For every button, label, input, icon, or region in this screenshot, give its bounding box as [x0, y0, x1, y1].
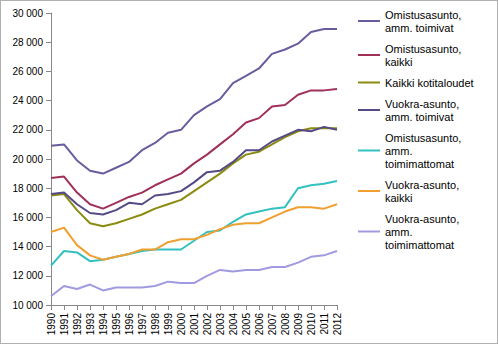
svg-text:2000: 2000 — [176, 313, 187, 336]
svg-text:2005: 2005 — [241, 313, 252, 336]
svg-text:20 000: 20 000 — [12, 154, 43, 165]
svg-text:amm. toimivat: amm. toimivat — [385, 111, 453, 123]
svg-text:1991: 1991 — [59, 313, 70, 336]
svg-text:Omistusasunto,: Omistusasunto, — [385, 132, 464, 144]
svg-text:Vuokra-asunto,: Vuokra-asunto, — [385, 179, 462, 191]
svg-text:amm. toimivat: amm. toimivat — [385, 22, 453, 34]
svg-text:Vuokra-asunto,: Vuokra-asunto, — [385, 213, 462, 225]
svg-text:2010: 2010 — [306, 313, 317, 336]
svg-text:22 000: 22 000 — [12, 124, 43, 135]
svg-text:2009: 2009 — [293, 313, 304, 336]
svg-text:amm.: amm. — [385, 145, 416, 157]
svg-text:16 000: 16 000 — [12, 212, 43, 223]
svg-text:toimimattomat: toimimattomat — [385, 239, 454, 251]
svg-text:1992: 1992 — [72, 313, 83, 336]
svg-text:28 000: 28 000 — [12, 37, 43, 48]
svg-text:2001: 2001 — [189, 313, 200, 336]
svg-text:2012: 2012 — [332, 313, 343, 336]
svg-text:24 000: 24 000 — [12, 95, 43, 106]
svg-text:18 000: 18 000 — [12, 183, 43, 194]
svg-text:12 000: 12 000 — [12, 270, 43, 281]
svg-text:2007: 2007 — [267, 313, 278, 336]
svg-text:kaikki: kaikki — [385, 192, 413, 204]
svg-text:1994: 1994 — [98, 313, 109, 336]
svg-text:1993: 1993 — [85, 313, 96, 336]
svg-text:1998: 1998 — [150, 313, 161, 336]
svg-text:kaikki: kaikki — [385, 56, 413, 68]
svg-text:2008: 2008 — [280, 313, 291, 336]
svg-text:10 000: 10 000 — [12, 300, 43, 311]
svg-text:Kaikki kotitaloudet: Kaikki kotitaloudet — [385, 77, 474, 89]
svg-text:toimimattomat: toimimattomat — [385, 158, 454, 170]
svg-text:Vuokra-asunto,: Vuokra-asunto, — [385, 98, 462, 110]
svg-text:2004: 2004 — [228, 313, 239, 336]
svg-text:30 000: 30 000 — [12, 8, 43, 19]
svg-text:Omistusasunto,: Omistusasunto, — [385, 9, 464, 21]
svg-text:1995: 1995 — [111, 313, 122, 336]
svg-text:1997: 1997 — [137, 313, 148, 336]
svg-text:Omistusasunto,: Omistusasunto, — [385, 43, 464, 55]
svg-text:1990: 1990 — [46, 313, 57, 336]
svg-text:26 000: 26 000 — [12, 66, 43, 77]
svg-text:2006: 2006 — [254, 313, 265, 336]
svg-text:1996: 1996 — [124, 313, 135, 336]
svg-text:2011: 2011 — [319, 313, 330, 335]
svg-text:amm.: amm. — [385, 226, 416, 238]
svg-text:14 000: 14 000 — [12, 241, 43, 252]
svg-text:2003: 2003 — [215, 313, 226, 336]
svg-text:2002: 2002 — [202, 313, 213, 336]
svg-text:1999: 1999 — [163, 313, 174, 336]
